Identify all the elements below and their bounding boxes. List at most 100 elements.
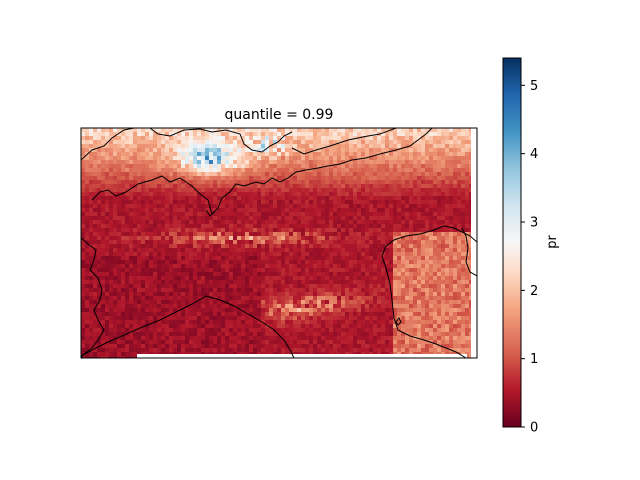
heatmap-cell: [81, 216, 86, 221]
heatmap-cell: [441, 160, 446, 165]
heatmap-cell: [425, 188, 430, 193]
heatmap-cell: [405, 236, 410, 241]
heatmap-cell: [301, 200, 306, 205]
heatmap-cell: [313, 264, 318, 269]
heatmap-cell: [453, 160, 458, 165]
heatmap-cell: [97, 160, 102, 165]
heatmap-cell: [253, 216, 258, 221]
heatmap-cell: [321, 220, 326, 225]
heatmap-cell: [433, 164, 438, 169]
heatmap-cell: [413, 236, 418, 241]
heatmap-cell: [449, 268, 454, 273]
heatmap-cell: [117, 272, 122, 277]
heatmap-cell: [357, 200, 362, 205]
heatmap-cell: [341, 208, 346, 213]
heatmap-cell: [289, 208, 294, 213]
heatmap-cell: [249, 172, 254, 177]
heatmap-cell: [253, 208, 258, 213]
heatmap-cell: [185, 328, 190, 333]
heatmap-cell: [389, 284, 394, 289]
heatmap-cell: [197, 264, 202, 269]
heatmap-cell: [401, 204, 406, 209]
heatmap-cell: [157, 324, 162, 329]
heatmap-cell: [397, 244, 402, 249]
heatmap-cell: [437, 188, 442, 193]
heatmap-cell: [309, 156, 314, 161]
heatmap-cell: [117, 140, 122, 145]
heatmap-cell: [421, 284, 426, 289]
heatmap-cell: [397, 268, 402, 273]
heatmap-cell: [325, 184, 330, 189]
heatmap-cell: [209, 192, 214, 197]
heatmap-cell: [221, 320, 226, 325]
heatmap-cell: [177, 324, 182, 329]
heatmap-cell: [153, 160, 158, 165]
heatmap-cell: [445, 164, 450, 169]
heatmap-cell: [297, 304, 302, 309]
heatmap-cell: [461, 232, 466, 237]
heatmap-cell: [125, 288, 130, 293]
heatmap-cell: [361, 264, 366, 269]
heatmap-cell: [249, 184, 254, 189]
heatmap-cell: [421, 212, 426, 217]
heatmap-cell: [253, 160, 258, 165]
heatmap-cell: [357, 164, 362, 169]
heatmap-cell: [141, 244, 146, 249]
heatmap-cell: [461, 288, 466, 293]
heatmap-cell: [117, 304, 122, 309]
heatmap-cell: [149, 172, 154, 177]
heatmap-cell: [341, 264, 346, 269]
heatmap-cell: [213, 280, 218, 285]
heatmap-cell: [321, 316, 326, 321]
heatmap-cell: [185, 228, 190, 233]
heatmap-cell: [317, 272, 322, 277]
heatmap-cell: [405, 160, 410, 165]
heatmap-cell: [357, 176, 362, 181]
heatmap-cell: [277, 276, 282, 281]
heatmap-cell: [349, 292, 354, 297]
heatmap-cell: [329, 236, 334, 241]
heatmap-cell: [381, 308, 386, 313]
heatmap-cell: [161, 272, 166, 277]
heatmap-cell: [277, 292, 282, 297]
heatmap-cell: [357, 320, 362, 325]
heatmap-cell: [381, 300, 386, 305]
heatmap-cell: [181, 212, 186, 217]
heatmap-cell: [417, 316, 422, 321]
heatmap-cell: [353, 284, 358, 289]
heatmap-cell: [321, 136, 326, 141]
heatmap-cell: [461, 156, 466, 161]
heatmap-cell: [193, 248, 198, 253]
heatmap-cell: [165, 316, 170, 321]
heatmap-cell: [433, 276, 438, 281]
heatmap-cell: [425, 216, 430, 221]
heatmap-cell: [289, 284, 294, 289]
heatmap-cell: [281, 304, 286, 309]
heatmap-cell: [101, 136, 106, 141]
heatmap-cell: [225, 232, 230, 237]
heatmap-cell: [241, 304, 246, 309]
heatmap-cell: [117, 252, 122, 257]
heatmap-cell: [369, 280, 374, 285]
heatmap-cell: [85, 316, 90, 321]
heatmap-cell: [177, 144, 182, 149]
heatmap-cell: [389, 268, 394, 273]
heatmap-cell: [405, 244, 410, 249]
heatmap-cell: [405, 256, 410, 261]
heatmap-cell: [433, 176, 438, 181]
heatmap-cell: [85, 284, 90, 289]
heatmap-cell: [85, 308, 90, 313]
heatmap-cell: [213, 232, 218, 237]
heatmap-cell: [333, 180, 338, 185]
heatmap-cell: [453, 296, 458, 301]
heatmap-cell: [337, 300, 342, 305]
heatmap-cell: [153, 212, 158, 217]
heatmap-cell: [169, 272, 174, 277]
heatmap-cell: [293, 240, 298, 245]
heatmap-cell: [373, 188, 378, 193]
heatmap-cell: [93, 144, 98, 149]
heatmap-cell: [277, 224, 282, 229]
heatmap-cell: [225, 176, 230, 181]
heatmap-cell: [173, 212, 178, 217]
heatmap-cell: [233, 244, 238, 249]
